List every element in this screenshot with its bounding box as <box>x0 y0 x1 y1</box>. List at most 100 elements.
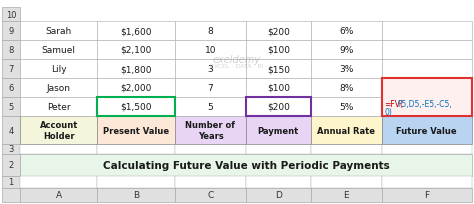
Bar <box>2 144 20 154</box>
Text: E: E <box>343 191 349 200</box>
Bar <box>175 22 246 41</box>
Bar <box>98 116 175 144</box>
Bar <box>382 116 472 144</box>
Text: $1,500: $1,500 <box>120 102 152 111</box>
Text: Number of
Years: Number of Years <box>185 121 236 140</box>
Text: 9%: 9% <box>339 46 353 55</box>
Bar <box>20 98 98 116</box>
Bar <box>2 188 20 202</box>
Bar <box>2 98 20 116</box>
Bar <box>310 60 382 79</box>
Text: Peter: Peter <box>47 102 71 111</box>
Bar <box>98 98 175 116</box>
Bar <box>175 176 246 188</box>
Text: D: D <box>275 191 282 200</box>
Text: 3: 3 <box>208 65 213 74</box>
Bar <box>382 22 472 41</box>
Bar <box>98 41 175 60</box>
Text: 8: 8 <box>9 46 14 55</box>
Bar <box>382 41 472 60</box>
Bar <box>175 60 246 79</box>
Bar <box>246 98 310 116</box>
Text: Present Value: Present Value <box>103 126 169 135</box>
Bar <box>98 144 175 154</box>
Text: 6%: 6% <box>339 27 353 36</box>
Text: $200: $200 <box>267 27 290 36</box>
Bar <box>246 116 310 144</box>
Bar <box>246 79 310 98</box>
Text: $150: $150 <box>267 65 290 74</box>
Text: =FV(: =FV( <box>384 100 403 109</box>
Bar <box>20 188 98 202</box>
Bar <box>382 188 472 202</box>
Text: $200: $200 <box>267 102 290 111</box>
Bar <box>175 116 246 144</box>
Bar <box>2 60 20 79</box>
Bar <box>2 116 20 144</box>
Bar <box>2 41 20 60</box>
Bar <box>175 144 246 154</box>
Bar <box>246 176 310 188</box>
Text: 3: 3 <box>9 145 14 154</box>
Bar <box>98 188 175 202</box>
Text: 7: 7 <box>9 65 14 74</box>
Bar <box>98 176 175 188</box>
Text: Payment: Payment <box>258 126 299 135</box>
Bar <box>175 98 246 116</box>
Bar <box>20 116 98 144</box>
Text: 2: 2 <box>9 161 14 170</box>
Text: 8%: 8% <box>339 84 353 93</box>
Bar <box>2 22 20 41</box>
Text: 10: 10 <box>6 10 16 19</box>
Bar <box>382 98 472 116</box>
Bar <box>382 79 472 116</box>
Text: Lily: Lily <box>51 65 66 74</box>
Text: 10: 10 <box>205 46 216 55</box>
Text: 5: 5 <box>208 102 213 111</box>
Text: Samuel: Samuel <box>42 46 76 55</box>
Bar <box>246 144 310 154</box>
Text: 5: 5 <box>9 102 14 111</box>
Bar <box>246 41 310 60</box>
Text: 4: 4 <box>9 126 14 135</box>
Bar <box>2 8 20 22</box>
Bar <box>20 41 98 60</box>
Text: Future Value: Future Value <box>396 126 457 135</box>
Text: $100: $100 <box>267 84 290 93</box>
Bar <box>98 60 175 79</box>
Text: A: A <box>55 191 62 200</box>
Bar <box>310 116 382 144</box>
Bar <box>98 22 175 41</box>
Text: Sarah: Sarah <box>46 27 72 36</box>
Text: exeldemy: exeldemy <box>213 55 261 65</box>
Text: Calculating Future Value with Periodic Payments: Calculating Future Value with Periodic P… <box>103 160 389 170</box>
Bar <box>20 144 98 154</box>
Text: $2,100: $2,100 <box>120 46 152 55</box>
Text: $1,600: $1,600 <box>120 27 152 36</box>
Text: EXCEL · DATA · BI: EXCEL · DATA · BI <box>210 64 264 69</box>
Bar <box>382 144 472 154</box>
Text: Account
Holder: Account Holder <box>39 121 78 140</box>
Bar <box>2 154 20 176</box>
Text: Jason: Jason <box>47 84 71 93</box>
Text: 5%: 5% <box>339 102 353 111</box>
Bar <box>310 98 382 116</box>
Bar <box>20 60 98 79</box>
Bar <box>382 79 472 98</box>
Bar <box>246 188 310 202</box>
Bar <box>175 79 246 98</box>
Bar <box>310 79 382 98</box>
Text: Annual Rate: Annual Rate <box>317 126 375 135</box>
Text: C: C <box>207 191 214 200</box>
Bar <box>246 22 310 41</box>
Bar <box>20 176 98 188</box>
Bar <box>310 144 382 154</box>
Text: 3%: 3% <box>339 65 353 74</box>
Bar <box>310 41 382 60</box>
Bar <box>310 22 382 41</box>
Text: $1,800: $1,800 <box>120 65 152 74</box>
Bar <box>246 60 310 79</box>
Bar <box>20 79 98 98</box>
Text: 6: 6 <box>9 84 14 93</box>
Bar <box>175 188 246 202</box>
